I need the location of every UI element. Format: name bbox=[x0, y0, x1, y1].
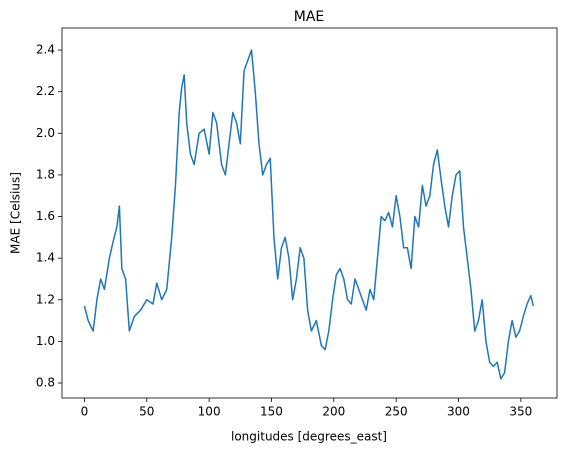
x-tick-label: 0 bbox=[81, 405, 89, 419]
y-tick-label: 1.0 bbox=[36, 334, 55, 348]
chart-title: MAE bbox=[294, 9, 325, 25]
y-tick-label: 1.6 bbox=[36, 209, 55, 223]
data-line bbox=[83, 49, 535, 380]
x-tick-label: 100 bbox=[198, 405, 221, 419]
x-tick-label: 250 bbox=[385, 405, 408, 419]
plot-frame bbox=[61, 27, 558, 399]
y-tick-label: 1.2 bbox=[36, 292, 55, 306]
x-tick-label: 200 bbox=[322, 405, 345, 419]
y-tick-label: 2.0 bbox=[36, 126, 55, 140]
y-tick-label: 0.8 bbox=[36, 376, 55, 390]
y-tick-label: 1.8 bbox=[36, 167, 55, 181]
x-tick-label: 350 bbox=[509, 405, 532, 419]
x-tick-label: 300 bbox=[447, 405, 470, 419]
y-tick-label: 1.4 bbox=[36, 251, 55, 265]
x-tick-label: 150 bbox=[260, 405, 283, 419]
x-axis-label: longitudes [degrees_east] bbox=[231, 430, 387, 444]
x-tick-label: 50 bbox=[139, 405, 154, 419]
y-axis-label: MAE [Celsius] bbox=[9, 172, 23, 254]
y-tick-label: 2.2 bbox=[36, 84, 55, 98]
y-tick-label: 2.4 bbox=[36, 43, 55, 57]
